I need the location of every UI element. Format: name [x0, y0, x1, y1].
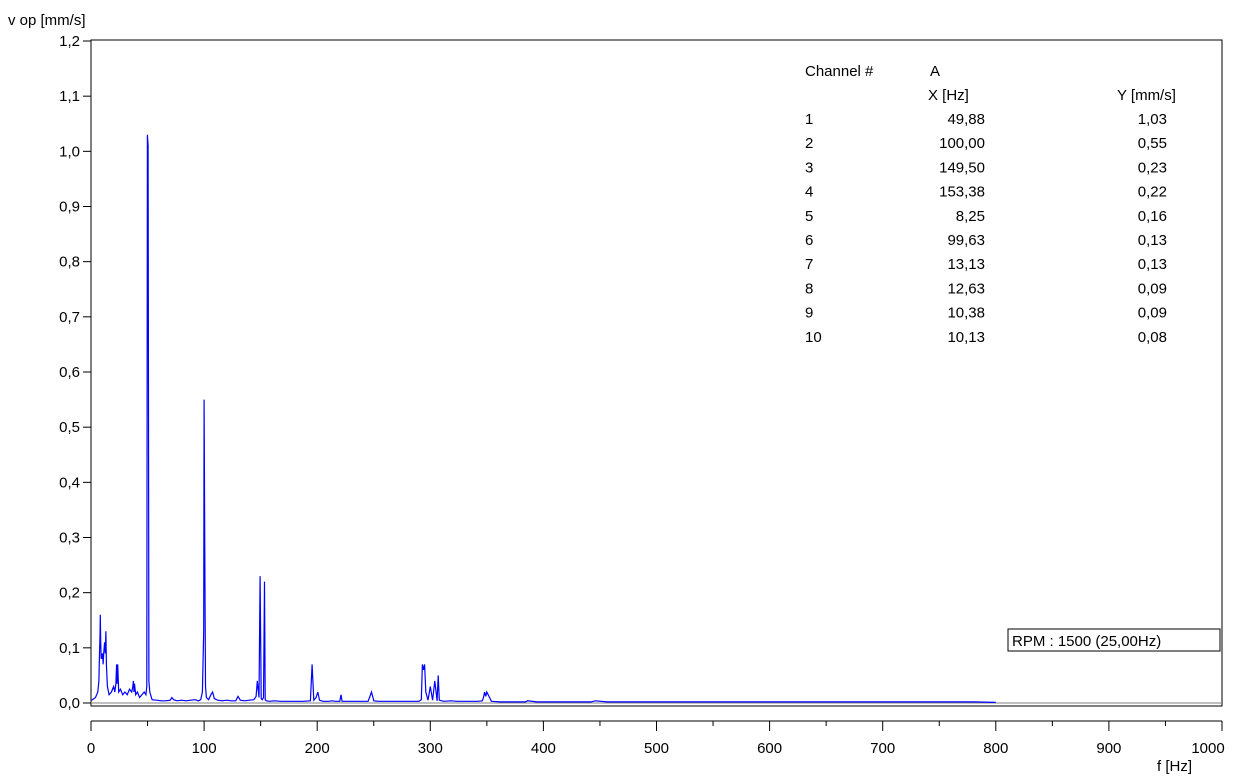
peak-frequency: 10,13 — [947, 329, 985, 346]
peak-amplitude: 0,13 — [1138, 232, 1167, 249]
peak-amplitude: 0,08 — [1138, 329, 1167, 346]
channel-label: Channel # — [805, 63, 874, 80]
peak-rank: 2 — [805, 135, 813, 152]
x-tick-label: 300 — [418, 740, 443, 757]
y-tick-label: 1,2 — [59, 33, 80, 50]
peak-rank: 5 — [805, 208, 813, 225]
x-tick-label: 600 — [757, 740, 782, 757]
peak-rank: 7 — [805, 256, 813, 273]
x-tick-label: 900 — [1096, 740, 1121, 757]
plot-area-frame — [90, 39, 1223, 707]
x-tick-label: 400 — [531, 740, 556, 757]
peak-rank: 8 — [805, 280, 813, 297]
table-x-header: X [Hz] — [928, 87, 969, 104]
peak-rank: 3 — [805, 159, 813, 176]
channel-value: A — [930, 63, 940, 80]
peak-frequency: 99,63 — [947, 232, 985, 249]
peak-table-rows: 1 49,88 1,03 2 100,00 0,55 3 149,50 0,23 4 153,38 0… — [805, 111, 1167, 346]
x-tick-label: 100 — [192, 740, 217, 757]
x-tick-label: 0 — [87, 740, 95, 757]
peak-amplitude: 0,55 — [1138, 135, 1167, 152]
peak-rank: 6 — [805, 232, 813, 249]
peak-amplitude: 0,09 — [1138, 305, 1167, 322]
y-axis-label: v op [mm/s] — [8, 12, 86, 29]
y-tick-label: 0,9 — [59, 199, 80, 216]
peak-frequency: 10,38 — [947, 305, 985, 322]
y-tick-label: 1,0 — [59, 143, 80, 160]
peak-frequency: 13,13 — [947, 256, 985, 273]
x-tick-label: 200 — [305, 740, 330, 757]
peak-rank: 4 — [805, 184, 813, 201]
peak-rank: 10 — [805, 329, 822, 346]
rpm-label: RPM : 1500 (25,00Hz) — [1012, 633, 1161, 650]
peak-frequency: 100,00 — [939, 135, 985, 152]
peak-amplitude: 0,22 — [1138, 184, 1167, 201]
y-tick-label: 0,8 — [59, 254, 80, 271]
peak-rank: 1 — [805, 111, 813, 128]
y-tick-label: 0,4 — [59, 474, 80, 491]
x-axis-ticks: 0 100 200 300 400 500 600 700 800 900 1000 — [87, 721, 1225, 757]
y-tick-label: 0,7 — [59, 309, 80, 326]
x-tick-label: 800 — [983, 740, 1008, 757]
y-tick-label: 0,0 — [59, 695, 80, 712]
peak-amplitude: 0,13 — [1138, 256, 1167, 273]
peak-frequency: 12,63 — [947, 280, 985, 297]
peak-frequency: 49,88 — [947, 111, 985, 128]
y-tick-label: 0,6 — [59, 364, 80, 381]
table-y-header: Y [mm/s] — [1117, 87, 1176, 104]
peak-amplitude: 0,16 — [1138, 208, 1167, 225]
peak-amplitude: 1,03 — [1138, 111, 1167, 128]
y-tick-label: 1,1 — [59, 88, 80, 105]
spectrum-series-line — [91, 134, 996, 703]
peak-amplitude: 0,09 — [1138, 280, 1167, 297]
peak-rank: 9 — [805, 305, 813, 322]
y-axis-ticks: 0,0 0,1 0,2 0,3 0,4 0,5 0,6 0,7 0,8 0,9 1,0 1,1 1,2 — [59, 33, 91, 712]
peak-frequency: 8,25 — [956, 208, 985, 225]
x-tick-label: 700 — [870, 740, 895, 757]
y-tick-label: 0,2 — [59, 585, 80, 602]
y-tick-label: 0,3 — [59, 530, 80, 547]
peak-frequency: 149,50 — [939, 159, 985, 176]
rpm-box — [1007, 628, 1221, 652]
y-tick-label: 0,5 — [59, 419, 80, 436]
peak-frequency: 153,38 — [939, 184, 985, 201]
x-tick-label: 1000 — [1191, 740, 1224, 757]
x-axis-label: f [Hz] — [1157, 758, 1192, 775]
peak-table: Channel # A X [Hz] Y [mm/s] 1 49,88 1,032 1… — [805, 63, 1176, 346]
y-tick-label: 0,1 — [59, 640, 80, 657]
x-tick-label: 500 — [644, 740, 669, 757]
peak-amplitude: 0,23 — [1138, 159, 1167, 176]
